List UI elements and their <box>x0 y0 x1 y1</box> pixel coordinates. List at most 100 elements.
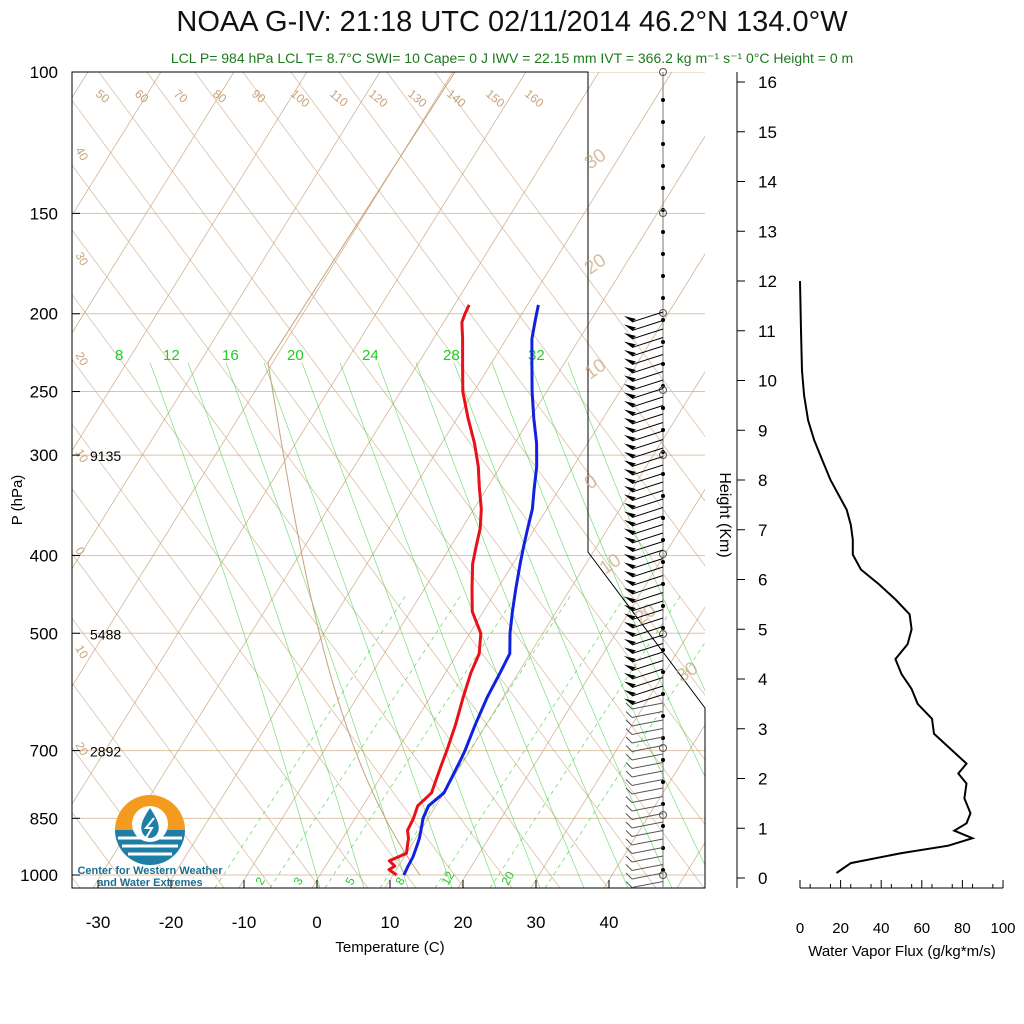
wind-barb-staff <box>631 473 664 484</box>
wind-barbs <box>624 68 667 888</box>
dry-adiabat-label: 10 <box>72 447 91 466</box>
isotherm-label: 100 <box>288 87 313 111</box>
dry-adiabat-line <box>290 72 705 632</box>
isotherm-line <box>72 72 381 570</box>
wind-barb-staff <box>631 762 664 769</box>
y-tick-label: 850 <box>30 809 58 828</box>
wind-barb-flag <box>624 571 636 577</box>
wind-barb-flag <box>624 341 636 348</box>
moist-adiabat-line <box>529 362 705 778</box>
wind-barb-staff <box>631 694 664 705</box>
dry-adiabat-line <box>72 358 465 888</box>
wind-barb-flag <box>624 503 636 509</box>
wind-dot <box>661 494 665 498</box>
skewt-grid <box>0 52 1024 892</box>
mixing-ratio-line <box>434 596 626 888</box>
wind-barb-staff <box>631 311 664 323</box>
isotherm-line <box>72 72 454 688</box>
logo-line-2: and Water Extremes <box>97 877 203 889</box>
wind-barb-feather <box>625 881 633 888</box>
wind-barb-staff <box>631 685 664 697</box>
wind-barb-staff <box>631 422 664 433</box>
wind-dot <box>661 516 665 520</box>
dry-adiabat-label: 20 <box>72 350 91 369</box>
chart-subtitle: LCL P= 984 hPa LCL T= 8.7°C SWI= 10 Cape… <box>170 50 854 66</box>
flux-x-tick-label: 0 <box>796 920 804 937</box>
wind-barb-staff <box>631 498 664 510</box>
isotherm-line <box>165 72 673 888</box>
wind-dot <box>661 406 665 410</box>
dry-adiabat-label: 10 <box>72 643 91 662</box>
dry-adiabat-line <box>194 72 705 761</box>
wind-barb-flag <box>624 452 636 458</box>
wind-barb-flag <box>624 494 636 501</box>
dry-adiabat-line <box>72 876 81 888</box>
right-adiabat-label: 30 <box>673 658 702 687</box>
dry-adiabat-line <box>0 52 32 888</box>
wind-barb-flag <box>624 358 636 365</box>
dry-adiabat-line <box>72 682 225 888</box>
wind-barb-staff <box>631 626 664 637</box>
wind-barb-staff <box>631 592 664 603</box>
isotherm-line <box>747 72 1024 892</box>
wind-barb-feather <box>625 796 633 803</box>
wind-barb-staff <box>631 328 664 340</box>
dry-adiabat-line <box>72 423 417 888</box>
wind-dot <box>661 142 665 146</box>
wind-barb-staff <box>631 524 664 535</box>
wind-barb-flag <box>624 698 636 705</box>
wind-barb-flag <box>624 528 636 535</box>
wind-barb-flag <box>624 656 636 662</box>
x-tick-label: 20 <box>454 913 473 932</box>
flux-y-tick-label: 9 <box>758 421 767 440</box>
wind-barb-staff <box>631 575 664 586</box>
wind-barb-staff <box>631 439 664 450</box>
flux-y-tick-label: 14 <box>758 173 777 192</box>
wind-barb-feather <box>625 711 633 718</box>
y-tick-label: 200 <box>30 305 58 324</box>
wind-barb-feather <box>625 770 633 778</box>
wind-barb-staff <box>631 600 664 612</box>
dry-adiabat-line <box>72 811 129 888</box>
skewt-frame <box>71 71 706 889</box>
wind-dot <box>661 670 665 674</box>
y-tick-label: 400 <box>30 546 58 565</box>
wind-barb-staff <box>631 532 664 544</box>
wind-barb-flag <box>624 401 636 407</box>
wind-dot <box>661 604 665 608</box>
isotherm-label: 120 <box>366 87 391 111</box>
flux-y-tick-label: 8 <box>758 471 767 490</box>
flux-y-tick-label: 5 <box>758 620 767 639</box>
flux-y-tick-label: 15 <box>758 123 777 142</box>
wind-barb-staff <box>631 371 664 382</box>
wind-barb-staff <box>631 541 664 552</box>
wind-dot <box>661 758 665 762</box>
wind-barb-staff <box>631 838 664 846</box>
mixing-ratio-label-top: 16 <box>222 347 239 364</box>
wind-barb-staff <box>631 481 664 493</box>
wind-barb-feather <box>625 813 633 820</box>
y-tick-label: 100 <box>30 63 58 82</box>
wind-dot <box>661 274 665 278</box>
moist-adiabat-line <box>149 362 321 888</box>
wind-barb-feather <box>625 804 633 812</box>
isotherm-line <box>72 72 308 452</box>
dry-adiabat-label: 40 <box>72 145 91 164</box>
x-tick-label: 10 <box>381 913 400 932</box>
wind-barb-staff <box>631 719 664 727</box>
wind-barb-feather <box>625 821 633 829</box>
isotherm-label: 50 <box>93 87 112 107</box>
wind-barb-flag <box>624 435 636 441</box>
wind-barb-flag <box>624 333 636 339</box>
wind-barb-flag <box>624 392 636 399</box>
dry-adiabat-line <box>72 488 369 888</box>
isotherm-line <box>72 72 162 217</box>
wind-barb-staff <box>631 362 664 374</box>
flux-y-tick-label: 13 <box>758 222 777 241</box>
wind-barb-staff <box>631 617 664 629</box>
mixing-ratio-label-top: 20 <box>287 347 304 364</box>
water-vapor-flux-line <box>799 280 976 874</box>
dry-adiabat-line <box>386 72 705 502</box>
wind-barb-flag <box>624 350 636 356</box>
wind-barb-flag <box>624 384 636 390</box>
